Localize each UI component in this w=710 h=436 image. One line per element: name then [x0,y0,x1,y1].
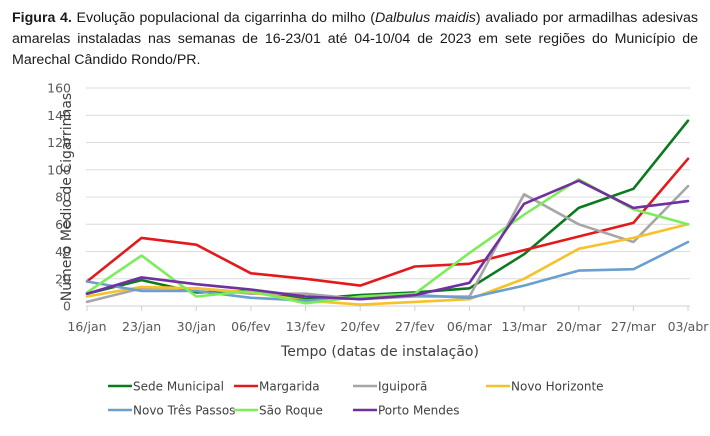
y-tick-label: 0 [63,299,71,314]
x-tick-label: 13/mar [502,319,548,334]
x-tick-label: 27/fev [395,319,435,334]
legend-item: Novo Horizonte [486,380,604,394]
y-tick-label: 100 [47,162,71,177]
y-tick-labels: 0 20 40 60 80 100 120 140 160 [47,81,71,314]
series-line-porto-mendes [85,179,690,301]
y-tick-label: 120 [47,135,71,150]
legend-label: Novo Três Passos [133,404,235,418]
legend-item: Sede Municipal [108,380,224,394]
x-tick-label: 27/mar [611,319,657,334]
y-tick-label: 20 [55,271,71,286]
figure-caption: Figura 4. Evolução populacional da cigar… [12,8,698,71]
caption-text-after: ) avaliado por armadilhas adesivas amare… [12,10,698,68]
legend-label: Porto Mendes [378,404,460,418]
y-tick-label: 140 [47,108,71,123]
x-tick-label: 23/jan [122,319,161,334]
x-tick-label: 06/fev [231,319,271,334]
legend-label: Iguiporã [378,380,427,394]
caption-label: Figura 4. [12,10,72,26]
y-tick-label: 60 [55,217,71,232]
caption-species: Dalbulus maidis [375,10,476,26]
y-axis-title: Número Médio de Cigarrinhas [59,93,75,301]
x-tick-label: 20/fev [340,319,380,334]
legend-item: Porto Mendes [353,404,460,418]
x-tick-label: 20/mar [556,319,602,334]
series-line-sede-municipal [85,119,690,301]
y-tick-label: 40 [55,244,71,259]
x-tick-label: 13/fev [286,319,326,334]
series-line-novo-tres-passos [85,240,690,302]
series-lines [85,119,690,306]
legend-item: Novo Três Passos [108,404,235,418]
legend-item: Iguiporã [353,380,427,394]
x-axis-title: Tempo (datas de instalação) [280,344,479,360]
x-tick-labels: 16/jan 23/jan 30/jan 06/fev 13/fev 20/fev 27/f… [67,306,709,334]
legend-item: São Roque [234,404,323,418]
y-tick-label: 80 [55,190,71,205]
x-tick-label: 03/abr [668,319,710,334]
series-line-margarida [85,157,690,287]
legend-label: Margarida [259,380,320,394]
legend-label: São Roque [259,404,323,418]
legend-label: Novo Horizonte [511,380,604,394]
x-tick-label: 30/jan [177,319,216,334]
caption-text-before: Evolução populacional da cigarrinha do m… [71,10,376,26]
x-tick-label: 06/mar [447,319,493,334]
legend-item: Margarida [234,380,320,394]
y-tick-label: 160 [47,81,71,96]
x-tick-label: 16/jan [67,319,106,334]
legend: Sede Municipal Margarida Iguiporã Novo Hori… [108,380,604,418]
legend-label: Sede Municipal [133,380,224,394]
gridlines [86,87,690,307]
